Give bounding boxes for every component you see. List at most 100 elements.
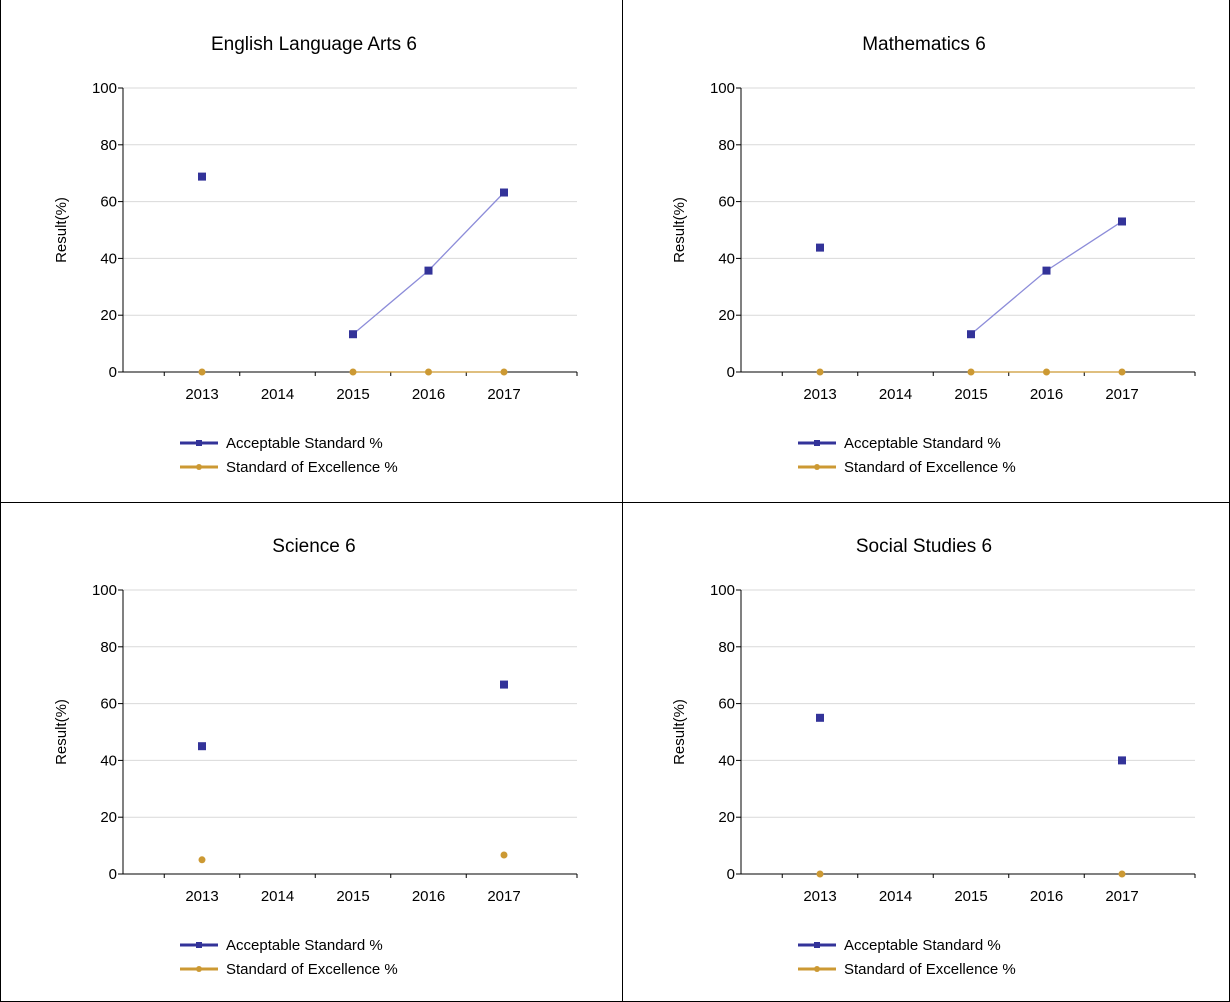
y-tick-label: 0 bbox=[727, 866, 735, 883]
y-tick-label: 80 bbox=[718, 137, 735, 154]
data-point-standard-of-excellence bbox=[967, 368, 975, 376]
y-tick-label: 100 bbox=[92, 80, 117, 97]
data-point-acceptable-standard bbox=[1118, 756, 1126, 765]
y-tick-label: 60 bbox=[100, 696, 117, 713]
y-tick-label: 40 bbox=[100, 752, 117, 769]
x-tick-label: 2013 bbox=[185, 386, 218, 403]
y-tick-label: 60 bbox=[718, 194, 735, 211]
data-point-standard-of-excellence bbox=[500, 368, 508, 376]
y-tick-label: 0 bbox=[727, 364, 735, 381]
data-point-acceptable-standard bbox=[349, 330, 357, 339]
x-tick-label: 2015 bbox=[336, 386, 369, 403]
legend-marker-acceptable-standard bbox=[814, 942, 820, 948]
legend-label-standard-of-excellence: Standard of Excellence % bbox=[844, 961, 1016, 978]
legend-marker-acceptable-standard bbox=[196, 942, 202, 948]
x-tick-label: 2015 bbox=[954, 888, 987, 905]
y-tick-label: 100 bbox=[92, 582, 117, 599]
x-tick-label: 2016 bbox=[412, 386, 445, 403]
legend-label-standard-of-excellence: Standard of Excellence % bbox=[844, 459, 1016, 476]
legend-marker-standard-of-excellence bbox=[814, 966, 820, 972]
chart-panel-social-studies: Social Studies 6 0 20 40 60 80 100 2013 2014 2015… bbox=[618, 502, 1230, 1002]
chart-svg: Science 6 0 20 40 60 80 100 2013 2014 2015 2016 201… bbox=[53, 536, 578, 978]
y-tick-label: 80 bbox=[718, 639, 735, 656]
data-point-acceptable-standard bbox=[500, 680, 508, 689]
legend-label-standard-of-excellence: Standard of Excellence % bbox=[226, 961, 398, 978]
chart-svg: English Language Arts 6 0 20 40 60 80 100 2013 2… bbox=[53, 34, 578, 476]
y-tick-label: 40 bbox=[718, 250, 735, 267]
data-point-acceptable-standard bbox=[1042, 266, 1051, 275]
y-tick-label: 0 bbox=[109, 364, 117, 381]
legend-marker-standard-of-excellence bbox=[814, 464, 820, 470]
x-tick-label: 2017 bbox=[487, 386, 520, 403]
legend-marker-standard-of-excellence bbox=[196, 966, 202, 972]
data-point-standard-of-excellence bbox=[1043, 368, 1050, 376]
chart-panel-english-language-arts: English Language Arts 6 0 20 40 60 80 100 2013 2… bbox=[0, 0, 618, 502]
data-point-acceptable-standard bbox=[198, 172, 206, 181]
data-point-standard-of-excellence bbox=[1118, 870, 1126, 878]
data-point-acceptable-standard bbox=[500, 188, 508, 197]
y-tick-label: 60 bbox=[100, 194, 117, 211]
x-tick-label: 2016 bbox=[412, 888, 445, 905]
y-tick-label: 40 bbox=[718, 752, 735, 769]
y-tick-label: 0 bbox=[109, 866, 117, 883]
x-tick-label: 2017 bbox=[1105, 386, 1138, 403]
x-tick-label: 2014 bbox=[879, 888, 912, 905]
x-tick-label: 2016 bbox=[1030, 888, 1063, 905]
legend-label-acceptable-standard: Acceptable Standard % bbox=[226, 937, 383, 954]
x-tick-label: 2017 bbox=[1105, 888, 1138, 905]
data-point-standard-of-excellence bbox=[816, 368, 824, 376]
series-line-acceptable-standard bbox=[970, 270, 1047, 335]
data-point-acceptable-standard bbox=[967, 330, 975, 339]
x-tick-label: 2015 bbox=[336, 888, 369, 905]
chart-title: English Language Arts 6 bbox=[211, 34, 417, 55]
data-point-standard-of-excellence bbox=[198, 856, 206, 864]
data-point-acceptable-standard bbox=[198, 742, 206, 751]
y-axis-label: Result(%) bbox=[53, 699, 70, 765]
chart-title: Mathematics 6 bbox=[862, 34, 986, 55]
y-tick-label: 60 bbox=[718, 696, 735, 713]
data-point-acceptable-standard bbox=[816, 243, 824, 252]
x-tick-label: 2014 bbox=[261, 386, 294, 403]
chart-svg: Social Studies 6 0 20 40 60 80 100 2013 2014 2015… bbox=[671, 536, 1196, 978]
chart-title: Science 6 bbox=[272, 536, 355, 557]
data-point-standard-of-excellence bbox=[816, 870, 824, 878]
y-tick-label: 100 bbox=[710, 80, 735, 97]
legend-label-acceptable-standard: Acceptable Standard % bbox=[226, 435, 383, 452]
chart-title: Social Studies 6 bbox=[856, 536, 992, 557]
data-point-standard-of-excellence bbox=[349, 368, 357, 376]
chart-panel-science: Science 6 0 20 40 60 80 100 2013 2014 2015 2016 201… bbox=[0, 502, 618, 1002]
y-axis-label: Result(%) bbox=[671, 699, 688, 765]
x-tick-label: 2014 bbox=[261, 888, 294, 905]
x-tick-label: 2014 bbox=[879, 386, 912, 403]
legend-marker-acceptable-standard bbox=[196, 440, 202, 446]
data-point-acceptable-standard bbox=[424, 266, 433, 275]
legend-marker-acceptable-standard bbox=[814, 440, 820, 446]
legend-label-standard-of-excellence: Standard of Excellence % bbox=[226, 459, 398, 476]
series-line-acceptable-standard bbox=[1046, 220, 1123, 272]
y-axis-label: Result(%) bbox=[671, 197, 688, 263]
chart-svg: Mathematics 6 0 20 40 60 80 100 2013 2014 2015 201… bbox=[671, 34, 1196, 476]
legend-label-acceptable-standard: Acceptable Standard % bbox=[844, 435, 1001, 452]
series-line-acceptable-standard bbox=[428, 192, 505, 272]
x-tick-label: 2013 bbox=[803, 386, 836, 403]
x-tick-label: 2016 bbox=[1030, 386, 1063, 403]
x-tick-label: 2017 bbox=[487, 888, 520, 905]
x-tick-label: 2013 bbox=[803, 888, 836, 905]
series-line-acceptable-standard bbox=[352, 270, 429, 335]
data-point-standard-of-excellence bbox=[198, 368, 206, 376]
legend-marker-standard-of-excellence bbox=[196, 464, 202, 470]
chart-panel-mathematics: Mathematics 6 0 20 40 60 80 100 2013 2014 2015 201… bbox=[618, 0, 1230, 502]
y-tick-label: 20 bbox=[718, 809, 735, 826]
y-tick-label: 20 bbox=[100, 809, 117, 826]
y-tick-label: 20 bbox=[100, 307, 117, 324]
y-tick-label: 80 bbox=[100, 639, 117, 656]
data-point-standard-of-excellence bbox=[1118, 368, 1126, 376]
data-point-acceptable-standard bbox=[816, 713, 824, 722]
y-tick-label: 80 bbox=[100, 137, 117, 154]
y-axis-label: Result(%) bbox=[53, 197, 70, 263]
x-tick-label: 2015 bbox=[954, 386, 987, 403]
y-tick-label: 100 bbox=[710, 582, 735, 599]
data-point-standard-of-excellence bbox=[500, 851, 508, 859]
